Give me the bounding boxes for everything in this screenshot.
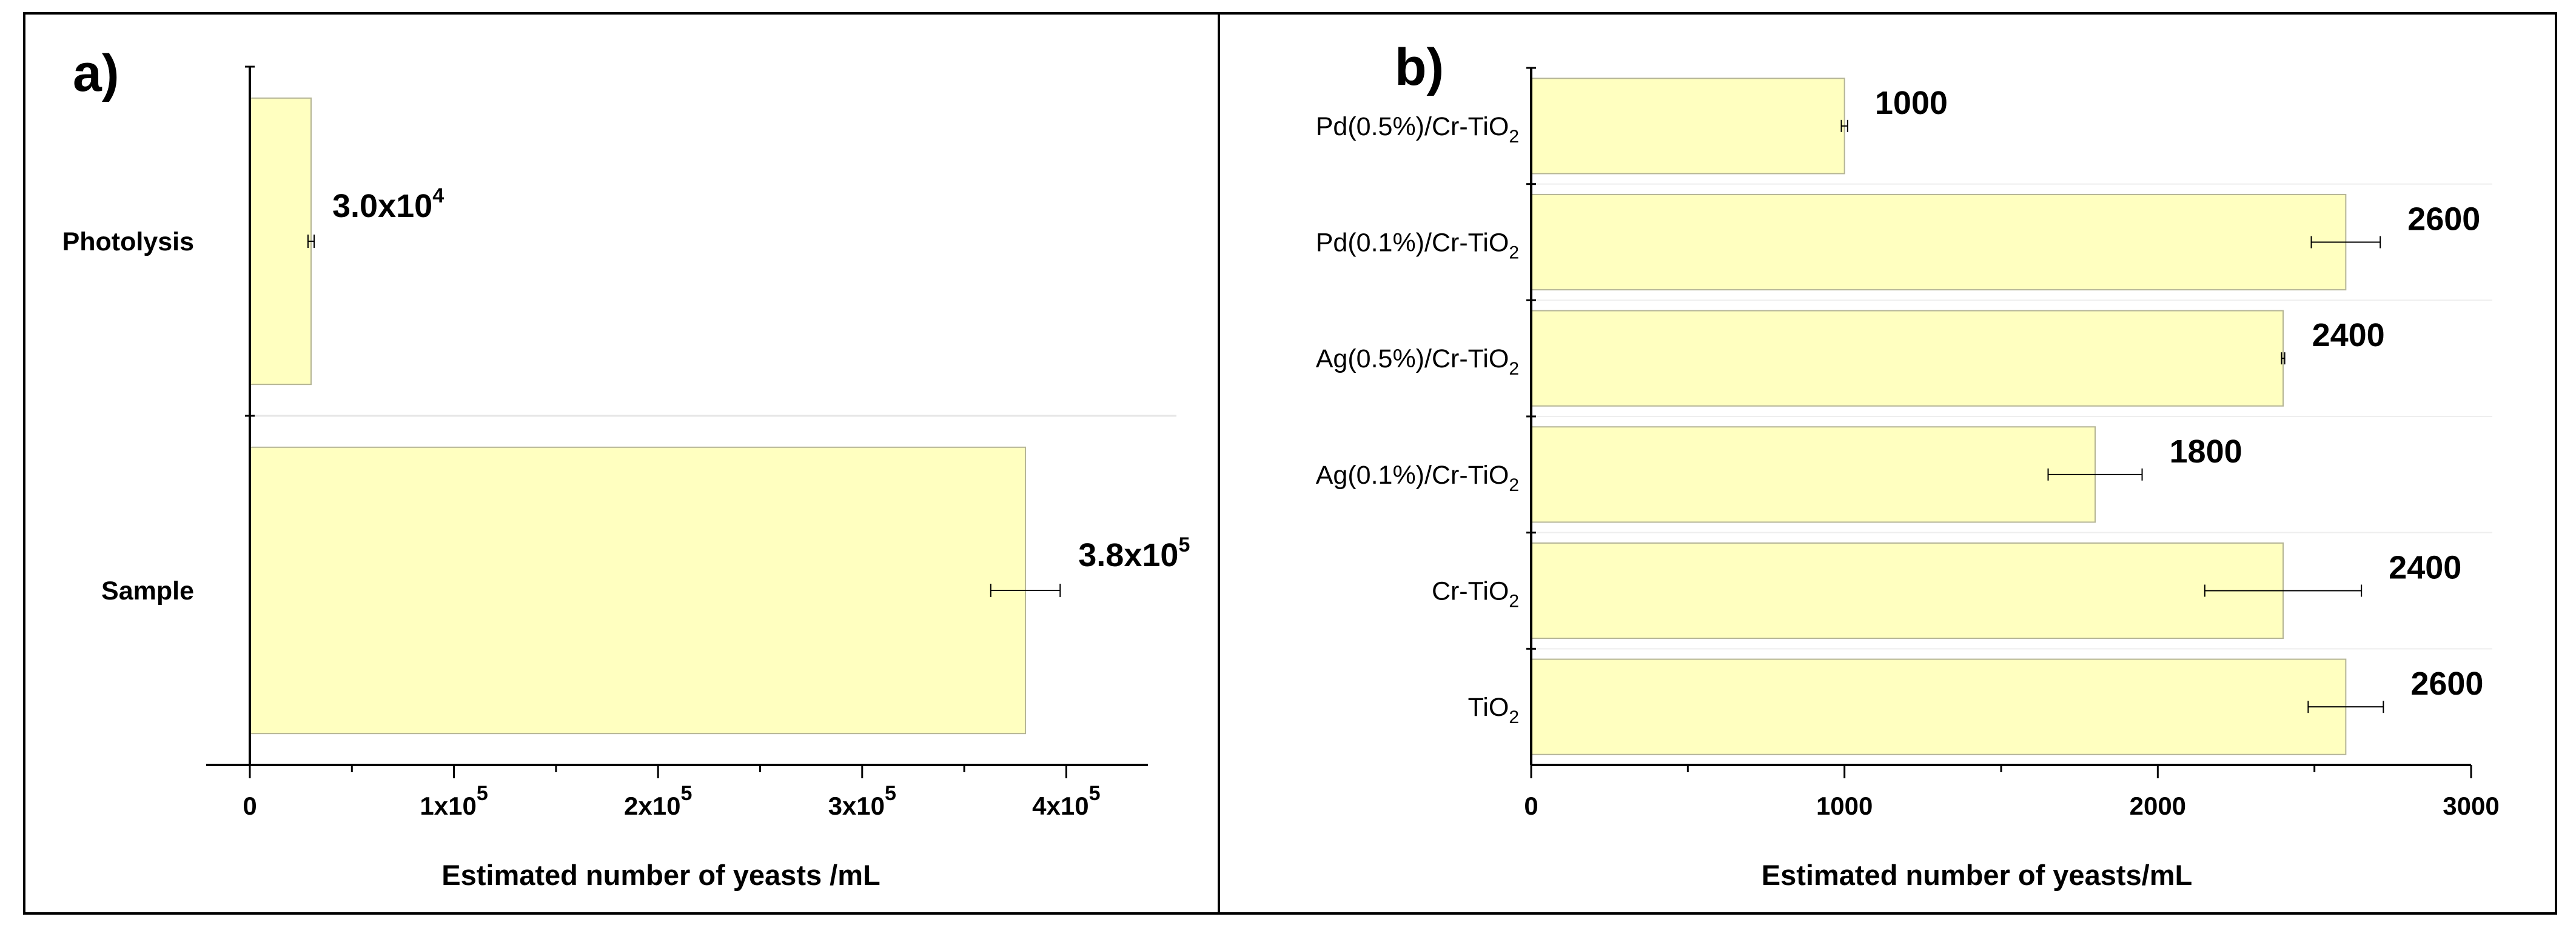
chart-b-x-tick-label: 0 — [1524, 792, 1538, 820]
chart-b-bar — [1531, 193, 2347, 291]
chart-b-data-label: 2400 — [2389, 550, 2461, 586]
chart-b-bar — [1531, 542, 2284, 639]
chart-b-bar — [1531, 426, 2096, 523]
chart-b-bar — [1531, 658, 2347, 755]
chart-b-category-label: Ag(0.1%)/Cr-TiO2 — [1316, 461, 1519, 495]
chart-b-category-label: Pd(0.5%)/Cr-TiO2 — [1316, 112, 1519, 147]
chart-b-data-label: 2600 — [2407, 201, 2480, 238]
chart-a-x-tick-label: 1x105 — [420, 782, 488, 820]
chart-b-x-tick-label: 1000 — [1816, 792, 1873, 820]
chart-a-category-label: Photolysis — [62, 227, 194, 256]
panel-b-label: b) — [1395, 38, 1444, 96]
chart-a-category-label: Sample — [101, 576, 194, 606]
chart-b-category-label: TiO2 — [1468, 693, 1519, 727]
chart-b-bar — [1531, 78, 1845, 175]
chart-b-data-label: 1000 — [1875, 85, 1948, 121]
chart-b-category-label: Ag(0.5%)/Cr-TiO2 — [1316, 344, 1519, 379]
chart-a: Photolysis 3.0x104 Sample 3.8x105 0 1x105 2x10… — [62, 65, 1190, 820]
chart-b-data-label: 1800 — [2170, 433, 2242, 470]
chart-b-bar — [1531, 310, 2284, 407]
chart-b-x-tick-label: 2000 — [2130, 792, 2186, 820]
chart-b-category-label: Cr-TiO2 — [1432, 577, 1519, 612]
chart-b-x-tick-label: 3000 — [2443, 792, 2499, 820]
chart-a-x-tick-label: 3x105 — [828, 782, 896, 820]
chart-a-data-label: 3.8x105 — [1078, 533, 1190, 573]
chart-a-bar — [249, 97, 312, 386]
chart-a-x-tick-label: 2x105 — [624, 782, 692, 820]
chart-a-x-tick-label: 4x105 — [1032, 782, 1100, 820]
chart-b-data-label: 2600 — [2410, 666, 2483, 702]
chart-b-category-label: Pd(0.1%)/Cr-TiO2 — [1316, 229, 1519, 263]
chart-a-x-axis-title: Estimated number of yeasts /mL — [441, 859, 880, 891]
chart-b-x-axis-title: Estimated number of yeasts/mL — [1762, 859, 2192, 891]
chart-b-data-label: 2400 — [2312, 317, 2385, 353]
panel-a-label: a) — [73, 44, 119, 102]
chart-a-x-tick-label: 0 — [243, 792, 257, 820]
chart-a-data-label: 3.0x104 — [332, 184, 444, 224]
chart-b: Pd(0.5%)/Cr-TiO2 1000 Pd(0.1%)/Cr-TiO2 2600… — [1316, 67, 2500, 820]
chart-a-bar — [249, 446, 1027, 735]
